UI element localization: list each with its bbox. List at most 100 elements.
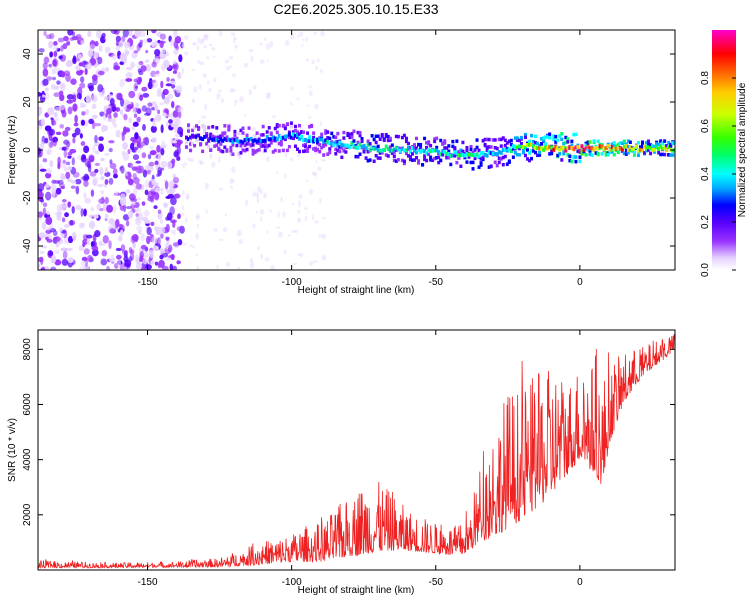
spectrogram-cell	[277, 134, 281, 139]
spectrogram-cell	[139, 251, 144, 259]
spectrogram-cell	[521, 145, 525, 150]
spectrogram-cell	[475, 145, 479, 150]
spectrogram-cell	[259, 188, 263, 194]
spectrogram-cell	[334, 140, 338, 145]
spectrogram-cell	[38, 256, 44, 263]
spectrogram-cell	[100, 258, 108, 266]
spectrogram-cell	[287, 130, 291, 135]
spectrogram-cell	[173, 49, 179, 55]
spectrogram-cell	[419, 145, 423, 150]
spectrogram-cell	[65, 171, 71, 180]
spectrogram-cell	[75, 185, 80, 195]
spectrogram-cell	[271, 135, 275, 140]
spectrogram-cell	[197, 133, 201, 138]
spectrogram-cell	[124, 259, 132, 268]
spectrogram-cell	[170, 123, 177, 128]
spectrogram-cell	[455, 139, 459, 143]
spectrogram-cell	[209, 152, 213, 160]
spectrogram-cell	[261, 139, 265, 144]
spectrogram-cell	[540, 137, 544, 141]
spectrogram-cell	[89, 171, 97, 177]
spectrogram-cell	[382, 148, 386, 153]
spectrogram-cell	[336, 139, 340, 144]
spectrogram-cell	[158, 259, 165, 268]
spectrogram-cell	[300, 134, 304, 139]
spectrogram-cell	[304, 37, 309, 42]
spectrogram-cell	[47, 107, 55, 116]
colorbar-tick-label: 0.8	[700, 71, 711, 85]
spectrogram-cell	[237, 131, 241, 136]
spectrogram-cell	[433, 137, 437, 141]
spectrogram-cell	[193, 125, 197, 130]
spectrogram-cell	[481, 155, 485, 160]
spectrogram-cell	[241, 148, 245, 152]
spectrogram-cell	[406, 141, 410, 146]
spectrogram-cell	[41, 94, 46, 98]
spectrogram-cell	[127, 30, 133, 37]
spectrogram-cell	[143, 209, 150, 217]
spectrogram-cell	[61, 233, 65, 238]
spectrogram-cell	[667, 153, 671, 157]
spectrogram-cell	[87, 255, 93, 263]
spectrogram-cell	[266, 230, 269, 234]
spectrogram-cell	[43, 266, 50, 270]
spectrogram-cell	[197, 127, 201, 132]
spectrogram-cell	[427, 152, 431, 157]
spectrogram-cell	[503, 154, 507, 159]
spectrogram-cell	[221, 131, 225, 136]
spectrogram-cell	[566, 153, 570, 157]
spectrogram-cell	[191, 141, 195, 146]
spectrogram-cell	[94, 41, 99, 47]
spectrogram-cell	[90, 207, 95, 211]
spectrogram-cell	[40, 141, 45, 150]
spectrogram-cell	[224, 213, 227, 217]
spectrogram-cell	[94, 168, 99, 173]
spectrogram-cell	[198, 159, 203, 165]
spectrogram-cell	[655, 142, 659, 146]
spectrogram-cell	[443, 139, 447, 143]
spectrogram-cell	[653, 150, 657, 154]
spectrogram-cell	[281, 123, 285, 128]
spectrogram-cell	[517, 138, 521, 143]
spectrogram-cell	[423, 154, 427, 158]
spectrogram-cell	[105, 67, 109, 72]
spectrogram-cell	[218, 187, 224, 191]
spectrogram-cell	[211, 137, 215, 142]
spectrogram-cell	[151, 61, 157, 68]
spectrogram-cell	[315, 65, 319, 70]
spectrogram-cell	[435, 155, 439, 160]
spectrogram-cell	[521, 150, 525, 154]
spectrogram-cell	[538, 146, 542, 151]
spectrogram-cell	[59, 94, 65, 102]
spectrogram-cell	[321, 233, 327, 240]
colorbar-label: Normalized spectral amplitude	[737, 82, 748, 217]
spectrogram-cell	[221, 149, 225, 154]
spectrogram-cell	[296, 217, 302, 223]
spectrogram-cell	[574, 132, 578, 137]
spectrogram-cell	[606, 152, 610, 157]
snr-x-tick-label: -150	[138, 577, 158, 588]
spectrogram-cell	[647, 148, 651, 152]
spectrogram-cell	[620, 141, 624, 146]
spectrogram-cell	[263, 144, 267, 149]
spectrogram-cell	[261, 150, 264, 155]
spectrogram-cell	[574, 155, 578, 159]
spectrogram-cell	[266, 156, 270, 163]
spectrogram-cell	[386, 154, 390, 158]
spectrogram-cell	[203, 127, 207, 132]
spectrogram-cell	[159, 226, 165, 235]
spectrogram-cell	[140, 65, 147, 72]
spectrogram-cell	[233, 37, 237, 41]
snr-x-label: Height of straight line (km)	[298, 585, 415, 596]
spectrogram-cell	[616, 143, 620, 147]
spectrogram-cell	[323, 255, 326, 260]
spectrogram-cell	[66, 99, 74, 104]
spectrogram-cell	[285, 134, 289, 139]
spectrogram-cell	[171, 158, 176, 164]
spectrogram-cell	[328, 150, 332, 155]
spectrogram-cell	[217, 146, 221, 151]
spectrogram-cell	[308, 90, 313, 97]
spectrogram-cell	[231, 139, 235, 144]
spectrogram-cell	[63, 70, 71, 76]
spectrogram-cell	[404, 139, 408, 144]
